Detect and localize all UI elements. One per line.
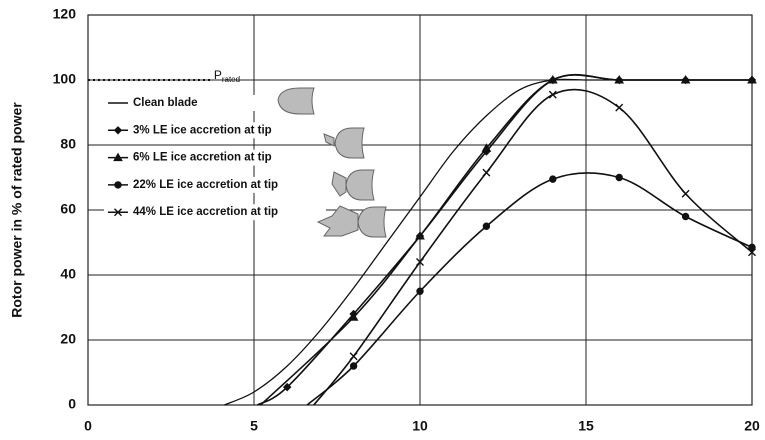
y-tick-label: 60: [60, 201, 76, 217]
series-line: [313, 88, 753, 406]
marker: [282, 382, 292, 392]
icon-b2: [331, 169, 375, 201]
legend-bg: [104, 122, 326, 139]
marker: [349, 362, 358, 370]
y-tick-label: 80: [60, 136, 76, 152]
marker: [681, 189, 690, 198]
legend-label: 3% LE ice accretion at tip: [133, 124, 272, 136]
rated-label: Prated: [214, 68, 240, 84]
marker: [114, 181, 122, 189]
marker: [748, 243, 756, 252]
marker: [416, 258, 424, 266]
marker: [547, 74, 558, 84]
y-tick-label: 120: [53, 6, 77, 22]
marker: [680, 74, 691, 84]
marker: [415, 230, 425, 240]
legend-bg: [104, 176, 326, 193]
y-tick-label: 100: [53, 71, 77, 87]
marker: [615, 103, 624, 112]
y-tick-label: 20: [60, 331, 76, 347]
y-tick-label: 0: [68, 396, 76, 412]
y-tick-label: 40: [60, 266, 76, 282]
series-line: [306, 172, 753, 406]
marker: [113, 126, 123, 135]
legend-bg: [104, 204, 326, 221]
marker: [482, 168, 491, 177]
ice-shape-icons: [277, 87, 387, 238]
rated-label-main: P: [214, 68, 222, 82]
legend-label: Clean blade: [133, 97, 198, 109]
icon-c: [316, 205, 387, 238]
x-tick-label: 15: [578, 418, 594, 434]
series-line: [256, 73, 752, 406]
marker: [114, 208, 122, 217]
marker: [748, 248, 756, 257]
marker: [614, 74, 625, 84]
x-tick-label: 5: [250, 418, 258, 434]
legend-bg: [104, 95, 326, 111]
series-line: [260, 74, 752, 406]
plot-border: [87, 14, 753, 406]
marker: [681, 212, 690, 221]
x-tick-label: 0: [84, 418, 92, 434]
marker: [747, 74, 757, 84]
marker: [348, 312, 359, 321]
icon-b1: [323, 127, 365, 159]
x-tick-label: 10: [412, 418, 428, 434]
marker: [615, 173, 623, 182]
legend-label: 44% LE ice accretion at tip: [133, 206, 278, 218]
marker: [113, 152, 123, 162]
marker: [416, 287, 424, 295]
marker: [481, 143, 492, 152]
rated-label-sub: rated: [222, 75, 240, 84]
legend-label: 22% LE ice accretion at tip: [133, 179, 278, 191]
x-tick-label: 20: [744, 418, 760, 434]
legend-label: 6% LE ice accretion at tip: [133, 152, 272, 164]
marker: [548, 90, 557, 99]
y-axis-label: Rotor power in % of rated power: [9, 102, 25, 318]
legend-bg: [104, 149, 326, 166]
marker: [349, 352, 358, 361]
marker: [549, 175, 557, 183]
marker: [482, 222, 491, 230]
icon-clean: [277, 87, 315, 115]
